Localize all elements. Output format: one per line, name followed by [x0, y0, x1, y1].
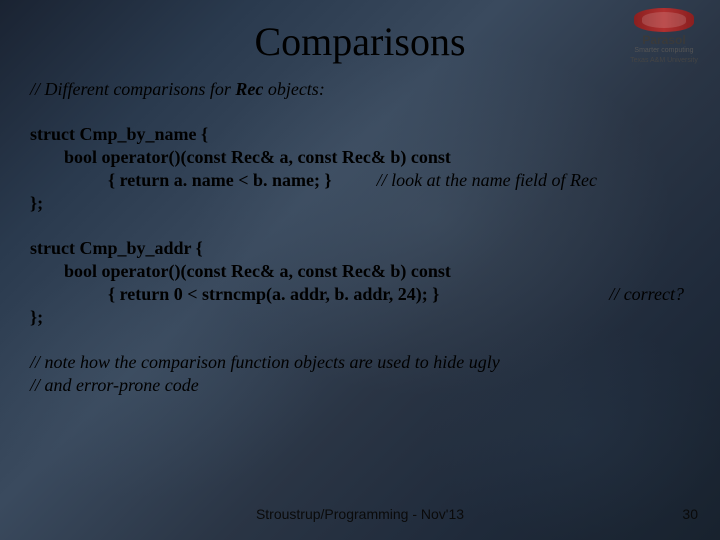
comment-top-rec: Rec	[235, 79, 263, 99]
footer-text: Stroustrup/Programming - Nov'13	[0, 506, 720, 522]
struct2-close: };	[30, 306, 690, 329]
struct1-body-code: { return a. name < b. name; }	[108, 170, 332, 190]
slide: Parasol Smarter computing Texas A&M Univ…	[0, 0, 720, 540]
comment-top: // Different comparisons for Rec objects…	[30, 78, 690, 101]
page-number: 30	[682, 506, 698, 522]
comment-top-tail: objects:	[263, 79, 324, 99]
note-block: // note how the comparison function obje…	[30, 351, 690, 397]
comment-top-lead: // Different comparisons for	[30, 79, 235, 99]
struct2-decl: struct Cmp_by_addr {	[30, 237, 690, 260]
struct2-body-code: { return 0 < strncmp(a. addr, b. addr, 2…	[108, 283, 439, 306]
struct2-body-comment: // correct?	[439, 283, 690, 306]
struct-cmp-by-name: struct Cmp_by_name { bool operator()(con…	[30, 123, 690, 215]
struct1-decl: struct Cmp_by_name {	[30, 123, 690, 146]
slide-title: Comparisons	[0, 18, 720, 65]
struct2-op: bool operator()(const Rec& a, const Rec&…	[30, 260, 690, 283]
struct1-op: bool operator()(const Rec& a, const Rec&…	[30, 146, 690, 169]
slide-body: // Different comparisons for Rec objects…	[30, 78, 690, 419]
struct1-body: { return a. name < b. name; } // look at…	[30, 169, 690, 192]
struct2-body: { return 0 < strncmp(a. addr, b. addr, 2…	[30, 283, 690, 306]
note-line-1: // note how the comparison function obje…	[30, 351, 690, 374]
struct-cmp-by-addr: struct Cmp_by_addr { bool operator()(con…	[30, 237, 690, 329]
note-line-2: // and error-prone code	[30, 374, 690, 397]
struct1-body-comment: // look at the name field of Rec	[377, 170, 597, 190]
struct1-close: };	[30, 192, 690, 215]
